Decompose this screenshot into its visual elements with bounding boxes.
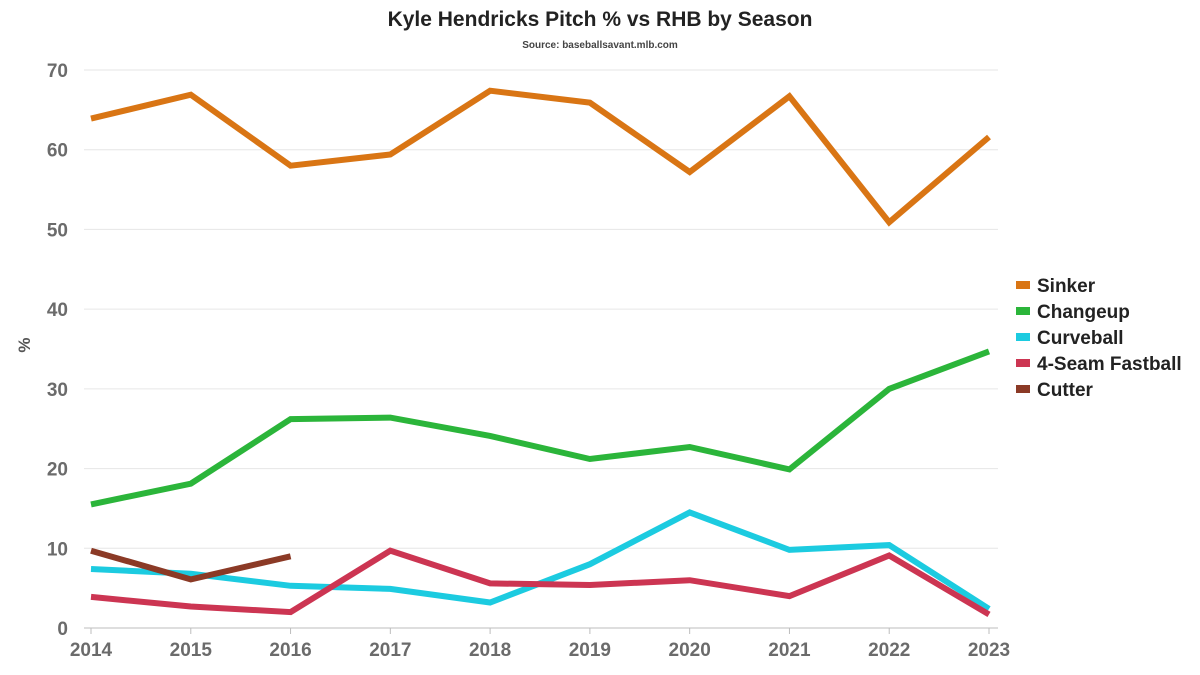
x-tick-label: 2014	[70, 640, 113, 661]
legend-label-curveball: Curveball	[1037, 328, 1124, 349]
legend-label-sinker: Sinker	[1037, 276, 1096, 297]
y-tick-label: 20	[47, 460, 68, 481]
series-line-cutter	[90, 547, 292, 583]
legend-label-cutter: Cutter	[1037, 380, 1094, 401]
x-tick-label: 2018	[469, 640, 511, 661]
legend-swatch-changeup	[1016, 307, 1030, 315]
x-tick-label: 2016	[269, 640, 311, 661]
legend-swatch-4-seam-fastball	[1016, 359, 1030, 367]
legend: Sinker Changeup Curveball 4-Seam Fastball Cu…	[1016, 276, 1182, 401]
y-tick-label: 30	[47, 380, 68, 401]
y-tick-label: 40	[47, 300, 68, 321]
legend-swatch-cutter	[1016, 385, 1030, 393]
x-tick-label: 2023	[968, 640, 1010, 661]
y-axis-label: %	[15, 337, 34, 352]
y-tick-label: 10	[47, 539, 68, 560]
series-lines	[90, 87, 991, 617]
x-tick-label: 2015	[170, 640, 213, 661]
chart-title: Kyle Hendricks Pitch % vs RHB by Season	[387, 8, 813, 31]
x-tick-label: 2017	[369, 640, 411, 661]
x-axis-ticks: 2014 2015 2016 2017 2018 2019 2020 2021 2022 2023	[70, 628, 1010, 661]
legend-swatch-sinker	[1016, 281, 1030, 289]
y-axis-ticks: 0 10 20 30 40 50 60 70	[47, 61, 68, 640]
y-tick-label: 0	[57, 619, 68, 640]
gridlines	[84, 69, 998, 629]
chart-subtitle: Source: baseballsavant.mlb.com	[522, 40, 678, 51]
series-line-changeup	[90, 348, 991, 508]
y-tick-label: 50	[47, 220, 68, 241]
legend-label-changeup: Changeup	[1037, 302, 1130, 323]
x-tick-label: 2020	[669, 640, 711, 661]
y-tick-label: 60	[47, 141, 68, 162]
legend-label-4-seam-fastball: 4-Seam Fastball	[1037, 354, 1182, 375]
x-tick-label: 2022	[868, 640, 910, 661]
x-tick-label: 2019	[569, 640, 611, 661]
series-line-curveball	[90, 509, 991, 612]
legend-swatch-curveball	[1016, 333, 1030, 341]
y-tick-label: 70	[47, 61, 68, 82]
x-tick-label: 2021	[768, 640, 811, 661]
series-line-sinker	[90, 87, 991, 227]
series-line-4-seam-fastball	[90, 547, 991, 617]
